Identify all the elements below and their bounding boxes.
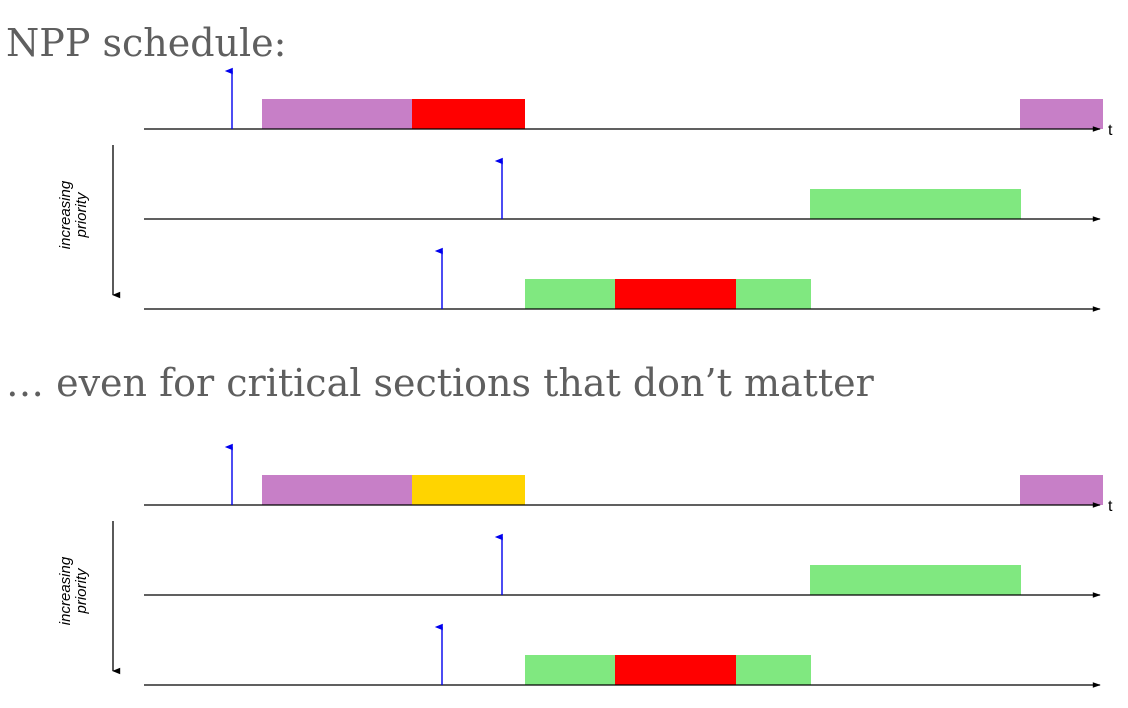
task-row: t (144, 443, 1113, 515)
execution-block-critical-section (615, 279, 736, 309)
priority-label: increasing priority (57, 180, 90, 249)
execution-block-medium-task (810, 189, 1021, 219)
execution-block-medium-task (736, 279, 811, 309)
execution-block-critical-section (412, 99, 525, 129)
axis-label-t: t (1108, 122, 1113, 139)
heading-npp-schedule: NPP schedule: (6, 21, 287, 65)
execution-block-low-task (262, 99, 412, 129)
task-row (144, 533, 1101, 598)
priority-label-line1: increasing (57, 556, 74, 625)
execution-block-low-task (1020, 99, 1103, 129)
task-row: t (144, 67, 1113, 139)
execution-block-medium-task (736, 655, 811, 685)
priority-label: increasing priority (57, 556, 90, 625)
execution-block-critical-section (615, 655, 736, 685)
heading-critical-sections: … even for critical sections that don’t … (6, 361, 874, 405)
execution-block-low-task (1020, 475, 1103, 505)
execution-block-medium-task (525, 655, 615, 685)
priority-label-line2: priority (73, 191, 90, 239)
execution-block-medium-task (810, 565, 1021, 595)
task-row (144, 623, 1101, 688)
task-row (144, 247, 1101, 312)
axis-label-t: t (1108, 498, 1113, 515)
task-row (144, 157, 1101, 222)
diagram-irrelevant-critical-section-schedule: t increasing priority (57, 443, 1113, 688)
priority-label-line2: priority (73, 567, 90, 615)
execution-block-medium-task (525, 279, 615, 309)
priority-label-line1: increasing (57, 180, 74, 249)
execution-block-low-task (262, 475, 412, 505)
diagram-npp-schedule: t increasing priority (57, 67, 1113, 312)
execution-block-irrelevant-critical-section (412, 475, 525, 505)
